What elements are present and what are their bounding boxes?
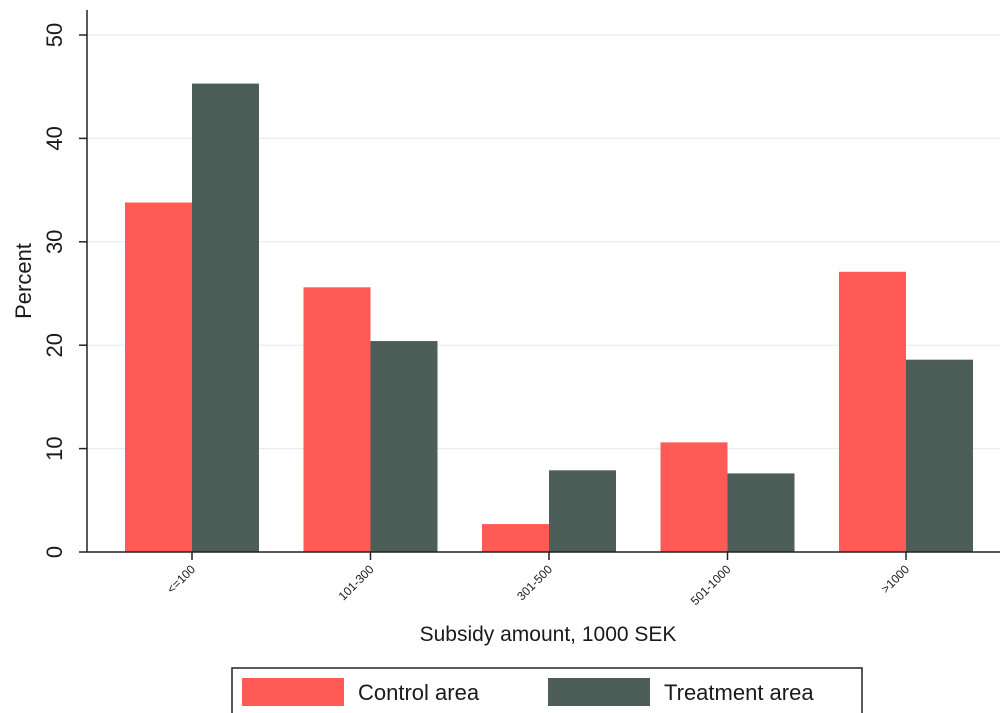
legend-swatch-treatment bbox=[548, 678, 650, 706]
axes bbox=[86, 10, 1000, 553]
y-ticks: 0 10 20 30 40 50 bbox=[42, 23, 87, 558]
x-tick-label: 301-500 bbox=[514, 562, 555, 603]
x-ticks: <=100 101-300 301-500 501-1000 >1000 bbox=[164, 552, 912, 608]
bars bbox=[125, 83, 973, 553]
x-tick-label: 501-1000 bbox=[688, 562, 734, 608]
legend: Control area Treatment area bbox=[231, 667, 863, 713]
bar-control bbox=[303, 287, 371, 552]
x-tick-label: 101-300 bbox=[336, 562, 377, 603]
bar-control bbox=[125, 202, 192, 552]
bar-control bbox=[660, 442, 728, 552]
bar-treatment bbox=[549, 470, 616, 552]
y-tick-label: 10 bbox=[42, 436, 67, 460]
y-tick-label: 50 bbox=[42, 23, 67, 47]
y-tick-label: 40 bbox=[42, 126, 67, 150]
bar-treatment bbox=[192, 83, 259, 553]
x-tick-label: >1000 bbox=[878, 562, 912, 596]
legend-label-control: Control area bbox=[358, 680, 480, 705]
bar-control bbox=[839, 271, 906, 552]
bar-treatment bbox=[906, 359, 973, 552]
x-axis-title: Subsidy amount, 1000 SEK bbox=[420, 623, 677, 646]
y-tick-label: 20 bbox=[42, 333, 67, 357]
bar-treatment bbox=[727, 473, 795, 552]
bar-treatment bbox=[370, 341, 438, 552]
y-tick-label: 30 bbox=[42, 230, 67, 254]
x-tick-label: <=100 bbox=[164, 562, 198, 596]
bar-control bbox=[482, 524, 549, 552]
legend-swatch-control bbox=[242, 678, 344, 706]
y-tick-label: 0 bbox=[42, 546, 67, 558]
y-axis-title: Percent bbox=[11, 243, 36, 319]
legend-label-treatment: Treatment area bbox=[664, 680, 814, 705]
